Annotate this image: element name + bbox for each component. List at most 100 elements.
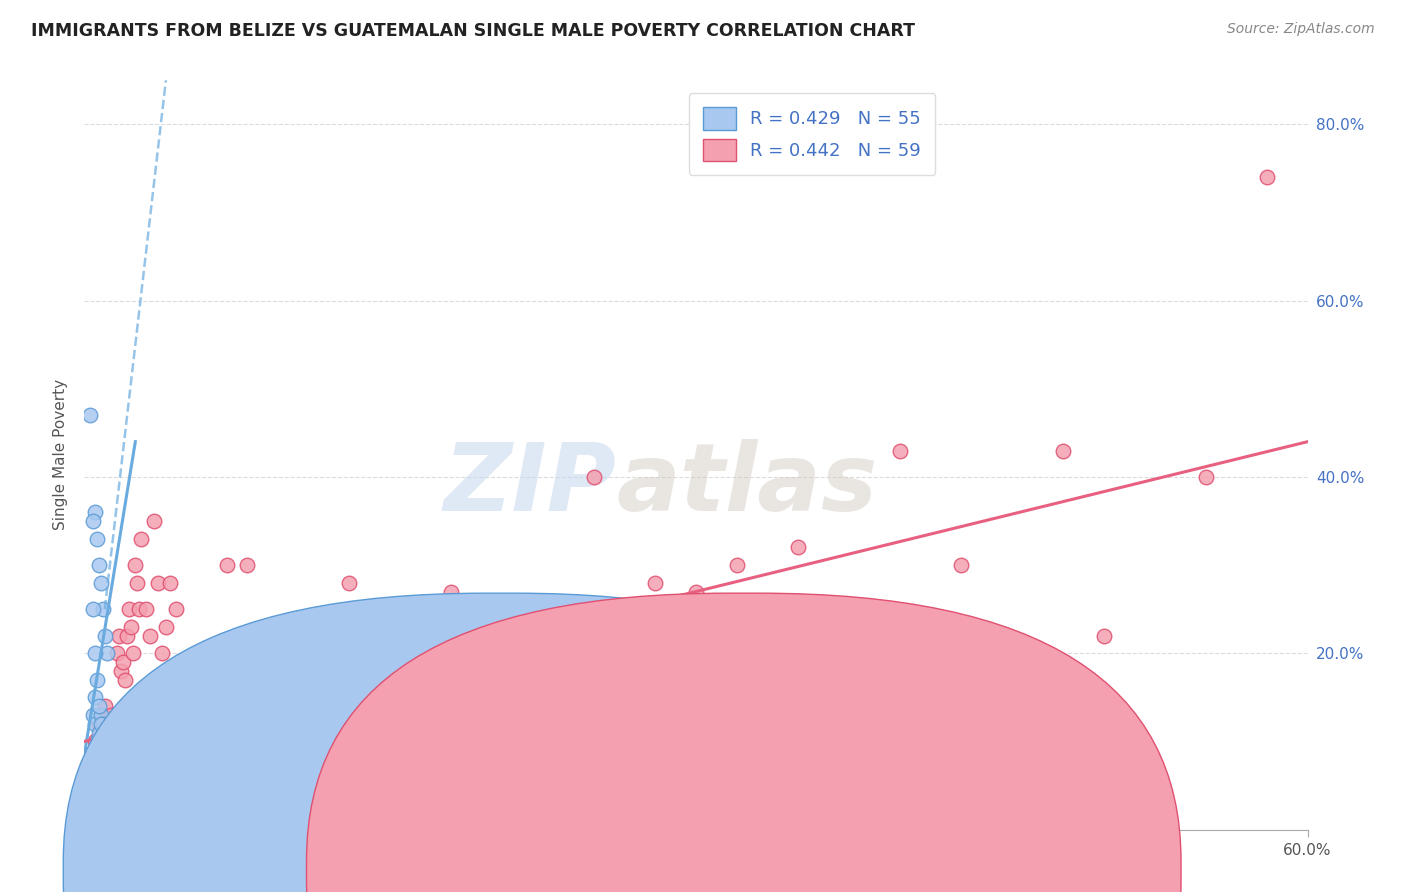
Point xyxy=(165,602,187,616)
Point xyxy=(96,646,118,660)
Point xyxy=(100,708,122,723)
Point xyxy=(1195,470,1218,484)
Point xyxy=(90,708,112,723)
Text: Source: ZipAtlas.com: Source: ZipAtlas.com xyxy=(1227,22,1375,37)
Point xyxy=(298,708,321,723)
Point xyxy=(118,602,141,616)
Point xyxy=(91,716,114,731)
Point xyxy=(101,752,124,766)
Point xyxy=(380,708,402,723)
Point xyxy=(155,620,177,634)
Point xyxy=(104,716,127,731)
Point xyxy=(96,716,118,731)
Point xyxy=(87,779,110,793)
Text: atlas: atlas xyxy=(616,439,877,531)
Point xyxy=(83,734,105,748)
Point xyxy=(128,602,150,616)
Point xyxy=(100,743,122,757)
Point xyxy=(96,743,118,757)
Point xyxy=(86,734,108,748)
Text: Immigrants from Belize: Immigrants from Belize xyxy=(534,858,728,876)
Point xyxy=(82,708,104,723)
Point xyxy=(787,541,810,555)
Point xyxy=(583,470,606,484)
Point xyxy=(97,725,120,739)
Point xyxy=(138,629,160,643)
Point xyxy=(1052,443,1074,458)
Point xyxy=(79,787,101,801)
Point xyxy=(96,734,118,748)
Point xyxy=(114,673,136,687)
Point xyxy=(991,673,1014,687)
Point xyxy=(93,629,115,643)
Point xyxy=(440,584,463,599)
Point xyxy=(86,770,108,784)
Point xyxy=(87,558,110,573)
Point xyxy=(87,699,110,714)
Point xyxy=(108,743,131,757)
Text: Guatemalans: Guatemalans xyxy=(773,858,884,876)
Point xyxy=(79,409,101,423)
Point xyxy=(112,743,135,757)
Point xyxy=(889,443,911,458)
Text: IMMIGRANTS FROM BELIZE VS GUATEMALAN SINGLE MALE POVERTY CORRELATION CHART: IMMIGRANTS FROM BELIZE VS GUATEMALAN SIN… xyxy=(31,22,915,40)
Point xyxy=(104,743,127,757)
Point xyxy=(950,558,973,573)
Point xyxy=(87,716,110,731)
Point xyxy=(236,558,259,573)
Point xyxy=(83,646,105,660)
Point xyxy=(105,646,128,660)
Point xyxy=(87,752,110,766)
Point xyxy=(114,752,136,766)
Point xyxy=(120,620,142,634)
Point xyxy=(91,743,114,757)
Point xyxy=(86,532,108,546)
Point xyxy=(217,558,239,573)
Y-axis label: Single Male Poverty: Single Male Poverty xyxy=(53,379,69,531)
Point xyxy=(142,514,165,528)
Point xyxy=(91,602,114,616)
Point xyxy=(110,752,132,766)
Point xyxy=(90,575,112,590)
Point xyxy=(124,558,146,573)
Point xyxy=(93,752,115,766)
Point xyxy=(172,673,194,687)
Point xyxy=(83,770,105,784)
Point xyxy=(91,779,114,793)
Point xyxy=(90,770,112,784)
Point xyxy=(83,716,105,731)
Point xyxy=(90,725,112,739)
Point xyxy=(481,734,503,748)
Point xyxy=(97,734,120,748)
Point xyxy=(127,575,149,590)
Point xyxy=(118,752,141,766)
Point xyxy=(195,690,218,705)
Point xyxy=(150,646,173,660)
Text: ZIP: ZIP xyxy=(443,439,616,531)
Point xyxy=(257,646,280,660)
Point xyxy=(97,770,120,784)
Point xyxy=(205,708,228,723)
Point xyxy=(644,575,666,590)
Point xyxy=(97,752,120,766)
Point xyxy=(93,699,115,714)
Point xyxy=(135,602,157,616)
Point xyxy=(146,575,169,590)
Point xyxy=(1256,170,1278,185)
Point xyxy=(77,752,100,766)
Point xyxy=(82,514,104,528)
Point xyxy=(131,532,153,546)
Point xyxy=(87,725,110,739)
Point xyxy=(82,779,104,793)
Point xyxy=(339,575,361,590)
Point xyxy=(277,690,299,705)
Point xyxy=(86,673,108,687)
Point xyxy=(93,725,115,739)
Point xyxy=(83,690,105,705)
Point xyxy=(86,779,108,793)
Point xyxy=(186,673,208,687)
Point xyxy=(848,673,870,687)
Point xyxy=(105,752,128,766)
Point xyxy=(115,629,138,643)
Point xyxy=(174,690,197,705)
